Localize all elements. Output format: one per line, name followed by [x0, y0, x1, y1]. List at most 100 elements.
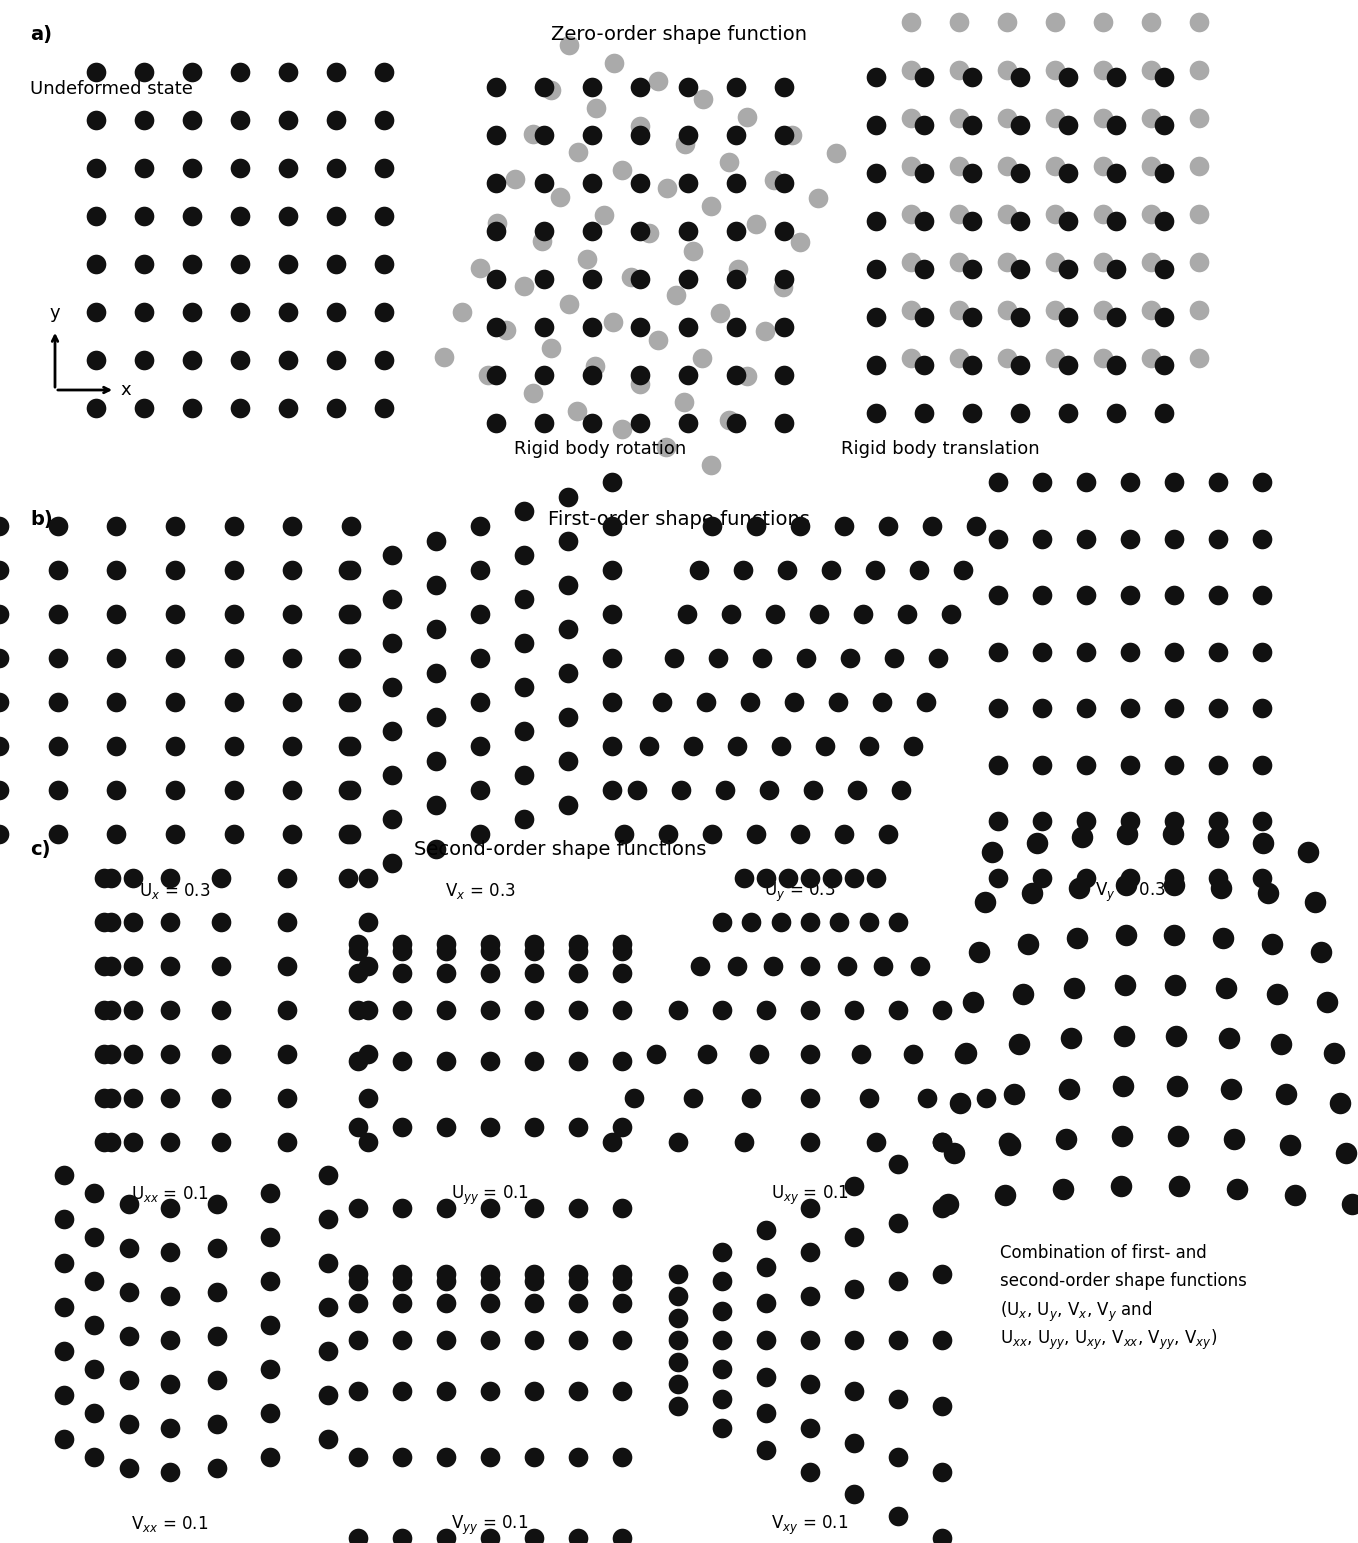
Point: [602, 469, 623, 494]
Point: [1304, 890, 1325, 915]
Point: [987, 583, 1009, 608]
Point: [100, 866, 122, 890]
Point: [159, 1239, 181, 1264]
Point: [1105, 401, 1127, 426]
Point: [1009, 113, 1031, 137]
Point: [281, 557, 303, 582]
Point: [799, 1129, 820, 1154]
Point: [469, 690, 490, 714]
Point: [523, 1444, 545, 1469]
Point: [325, 108, 346, 133]
Point: [1009, 256, 1031, 281]
Point: [337, 866, 359, 890]
Point: [513, 674, 535, 699]
Point: [887, 1268, 909, 1293]
Point: [953, 1042, 975, 1066]
Text: (U$_x$, U$_y$, V$_x$, V$_y$ and: (U$_x$, U$_y$, V$_x$, V$_y$ and: [999, 1301, 1153, 1324]
Point: [1076, 526, 1097, 551]
Point: [122, 1086, 144, 1111]
Point: [337, 822, 359, 847]
Point: [469, 822, 490, 847]
Point: [223, 602, 244, 626]
Point: [523, 1262, 545, 1287]
Point: [755, 1438, 777, 1463]
Point: [513, 586, 535, 611]
Point: [740, 1086, 762, 1111]
Point: [340, 778, 361, 802]
Point: [46, 602, 68, 626]
Point: [181, 299, 202, 324]
Point: [568, 940, 589, 964]
Point: [712, 1268, 733, 1293]
Point: [1207, 753, 1229, 778]
Point: [159, 1327, 181, 1352]
Text: second-order shape functions: second-order shape functions: [999, 1271, 1247, 1290]
Point: [373, 60, 395, 85]
Point: [725, 410, 747, 435]
Point: [391, 998, 413, 1023]
Point: [843, 1327, 865, 1352]
Point: [987, 639, 1009, 663]
Point: [164, 557, 186, 582]
Point: [887, 910, 909, 935]
Point: [843, 866, 865, 890]
Point: [678, 74, 699, 99]
Point: [277, 299, 299, 324]
Point: [325, 204, 346, 228]
Point: [1167, 1074, 1188, 1099]
Point: [479, 961, 501, 986]
Point: [46, 822, 68, 847]
Point: [865, 1129, 887, 1154]
Point: [1092, 250, 1114, 275]
Point: [799, 998, 820, 1023]
Point: [1188, 346, 1210, 370]
Point: [534, 267, 555, 292]
Point: [932, 1526, 953, 1543]
Point: [808, 602, 830, 626]
Point: [348, 961, 369, 986]
Point: [697, 1042, 718, 1066]
Point: [382, 543, 403, 568]
Point: [277, 347, 299, 372]
Point: [1057, 353, 1078, 378]
Point: [549, 185, 570, 210]
Point: [961, 304, 983, 329]
Point: [648, 69, 669, 94]
Point: [1283, 1182, 1305, 1207]
Point: [1168, 1174, 1190, 1199]
Point: [382, 762, 403, 787]
Point: [948, 105, 970, 130]
Point: [557, 528, 579, 552]
Point: [655, 435, 676, 460]
Point: [777, 557, 799, 582]
Point: [1164, 526, 1186, 551]
Point: [337, 645, 359, 670]
Point: [46, 645, 68, 670]
Point: [827, 690, 849, 714]
Point: [602, 514, 623, 539]
Point: [887, 1327, 909, 1352]
Point: [581, 315, 603, 339]
Point: [626, 778, 648, 802]
Point: [223, 645, 244, 670]
Point: [1009, 304, 1031, 329]
Point: [683, 238, 705, 262]
Point: [277, 998, 299, 1023]
Point: [0, 514, 10, 539]
Point: [932, 1393, 953, 1418]
Point: [987, 696, 1009, 721]
Point: [770, 733, 792, 758]
Point: [479, 1262, 501, 1287]
Point: [86, 204, 107, 228]
Point: [1251, 583, 1272, 608]
Point: [277, 156, 299, 181]
Point: [122, 1129, 144, 1154]
Point: [585, 96, 607, 120]
Text: U$_{xx}$ = 0.1: U$_{xx}$ = 0.1: [130, 1183, 209, 1204]
Point: [435, 1196, 456, 1221]
Point: [100, 1129, 122, 1154]
Point: [1207, 583, 1229, 608]
Point: [133, 347, 155, 372]
Point: [1256, 881, 1278, 906]
Point: [391, 1526, 413, 1543]
